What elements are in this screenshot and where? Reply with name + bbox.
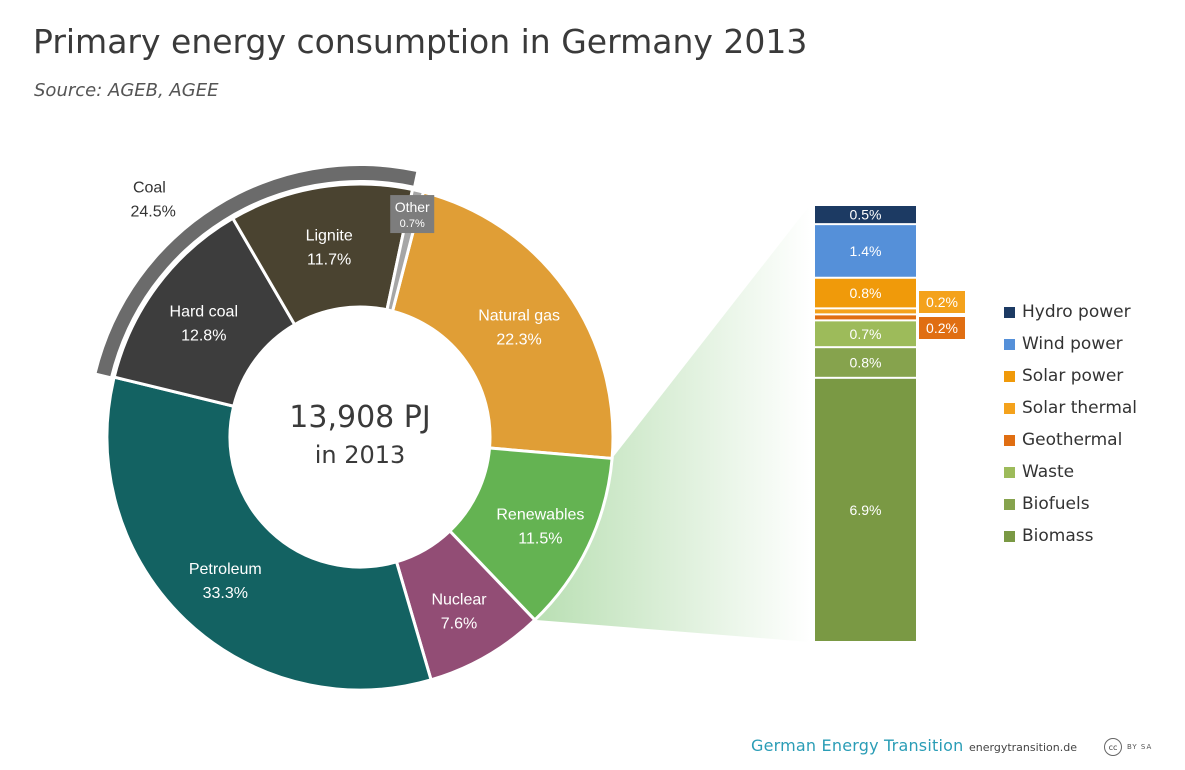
legend-swatch-geothermal xyxy=(1004,434,1015,446)
bar-segment-hydro-power xyxy=(815,206,916,224)
slice-label-nuclear: Nuclear xyxy=(431,591,487,608)
legend-swatch-solar-power xyxy=(1004,370,1015,382)
legend-swatch-waste xyxy=(1004,466,1015,478)
legend-item-geothermal: Geothermal xyxy=(1004,424,1137,456)
legend-label-solar-thermal: Solar thermal xyxy=(1022,398,1138,418)
slice-value-lignite: 11.7% xyxy=(307,251,351,268)
legend-item-waste: Waste xyxy=(1004,456,1137,488)
bar-label-waste: 0.7% xyxy=(850,326,882,342)
bar-label-wind-power: 1.4% xyxy=(850,243,882,259)
legend-item-wind-power: Wind power xyxy=(1004,328,1137,360)
cc-icon: cc xyxy=(1104,738,1122,756)
legend-swatch-biofuels xyxy=(1004,498,1015,510)
legend-label-geothermal: Geothermal xyxy=(1022,430,1123,450)
bar-segment-geothermal xyxy=(815,315,916,320)
site-link[interactable]: energytransition.de xyxy=(969,741,1077,754)
legend-label-wind-power: Wind power xyxy=(1022,334,1123,354)
coal-group-label: Coal xyxy=(133,180,166,197)
bar-label-solar-thermal: 0.2% xyxy=(926,294,958,310)
center-year: in 2013 xyxy=(315,441,406,469)
bar-callout-box-geothermal xyxy=(919,317,965,339)
bar-segment-wind-power xyxy=(815,225,916,277)
legend-swatch-wind-power xyxy=(1004,338,1015,350)
bar-segment-biomass xyxy=(815,378,916,641)
bar-segment-biofuels xyxy=(815,348,916,377)
license-text: BY SA xyxy=(1127,743,1153,751)
legend-label-biomass: Biomass xyxy=(1022,526,1094,546)
slice-label-other: Other xyxy=(395,199,430,215)
bar-segment-solar-thermal xyxy=(815,309,916,314)
donut-slice-natural-gas xyxy=(390,190,615,461)
bar-segment-solar-power xyxy=(815,278,916,308)
legend-swatch-hydro-power xyxy=(1004,306,1015,318)
slice-label-renewables: Renewables xyxy=(496,506,584,523)
legend-item-solar-thermal: Solar thermal xyxy=(1004,392,1137,424)
slice-value-natural-gas: 22.3% xyxy=(496,331,541,348)
legend-swatch-solar-thermal xyxy=(1004,402,1015,414)
chart-title: Primary energy consumption in Germany 20… xyxy=(33,22,808,61)
legend-swatch-biomass xyxy=(1004,530,1015,542)
legend-item-biomass: Biomass xyxy=(1004,520,1137,552)
bar-label-biomass: 6.9% xyxy=(850,502,882,518)
coal-group-value: 24.5% xyxy=(130,204,175,221)
bar-label-hydro-power: 0.5% xyxy=(850,207,882,223)
legend: Hydro power Wind power Solar power Solar th… xyxy=(1004,296,1137,552)
slice-value-petroleum: 33.3% xyxy=(203,585,248,602)
legend-item-biofuels: Biofuels xyxy=(1004,488,1137,520)
slice-value-other: 0.7% xyxy=(400,218,425,230)
legend-label-hydro-power: Hydro power xyxy=(1022,302,1131,322)
other-label-box xyxy=(390,195,435,234)
slice-label-natural-gas: Natural gas xyxy=(478,307,560,324)
coal-group-arc xyxy=(96,166,417,377)
legend-label-waste: Waste xyxy=(1022,462,1075,482)
breakdown-connector xyxy=(534,205,810,642)
legend-item-solar-power: Solar power xyxy=(1004,360,1137,392)
bar-callout-box-solar-thermal xyxy=(919,291,965,313)
slice-value-hard-coal: 12.8% xyxy=(181,327,226,344)
legend-label-biofuels: Biofuels xyxy=(1022,494,1090,514)
slice-value-renewables: 11.5% xyxy=(518,530,562,547)
legend-label-solar-power: Solar power xyxy=(1022,366,1124,386)
slice-label-lignite: Lignite xyxy=(306,227,353,244)
center-total: 13,908 PJ xyxy=(289,400,430,435)
bar-label-biofuels: 0.8% xyxy=(850,354,882,370)
license-badge: cc BY SA xyxy=(1104,738,1152,756)
bar-label-geothermal: 0.2% xyxy=(926,320,958,336)
slice-label-petroleum: Petroleum xyxy=(189,561,262,578)
slice-label-hard-coal: Hard coal xyxy=(170,303,238,320)
legend-item-hydro-power: Hydro power xyxy=(1004,296,1137,328)
bar-segment-waste xyxy=(815,321,916,347)
brand-logo[interactable]: German Energy Transition xyxy=(751,736,964,755)
donut-slice-petroleum xyxy=(105,375,433,692)
bar-label-solar-power: 0.8% xyxy=(850,285,882,301)
chart-subtitle: Source: AGEB, AGEE xyxy=(34,80,219,101)
slice-value-nuclear: 7.6% xyxy=(441,615,477,632)
